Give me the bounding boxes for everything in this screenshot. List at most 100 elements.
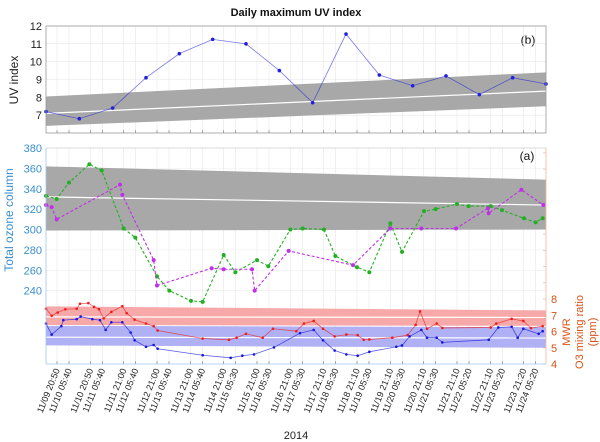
green-ozone-point — [121, 226, 126, 231]
blue-mwr-point — [104, 328, 107, 332]
blue-mwr-point — [144, 345, 148, 349]
x-axis-label: 2014 — [284, 430, 308, 442]
right-y-tick-label: 4 — [551, 359, 557, 371]
blue-mwr-point — [272, 346, 276, 349]
magenta-ozone-point — [286, 248, 291, 253]
red-mwr-point — [425, 327, 429, 331]
blue-mwr-point — [441, 341, 444, 344]
top-y-tick-label: 8 — [36, 92, 42, 104]
red-mwr-point — [244, 332, 248, 336]
ozone-mean-line — [45, 196, 547, 206]
left-y-tick-label: 320 — [24, 204, 42, 216]
magenta-ozone-point — [541, 203, 546, 208]
blue-mwr-point — [510, 325, 513, 329]
uv-point — [110, 106, 115, 110]
uv-band — [46, 72, 546, 126]
green-ozone-point — [266, 264, 271, 269]
blue-mwr-point — [312, 328, 315, 332]
blue-mwr-point — [333, 349, 336, 352]
green-ozone-point — [455, 202, 459, 207]
magenta-ozone-point — [486, 211, 491, 216]
right-y-axis-label-1: MWR — [561, 318, 573, 346]
green-ozone-point — [255, 258, 259, 263]
right-y-tick-label: 8 — [551, 294, 557, 306]
top-plot-frame — [45, 25, 547, 134]
green-ozone-point — [322, 227, 326, 232]
blue-mwr-point — [537, 332, 540, 336]
uv-point — [144, 75, 148, 80]
uv-point — [377, 73, 382, 77]
blue-mwr-point — [79, 315, 82, 318]
green-ozone-point — [99, 168, 104, 173]
green-ozone-point — [433, 207, 438, 212]
magenta-ozone-point — [351, 263, 355, 268]
blue-mwr-point — [408, 335, 411, 338]
red-mwr-point — [261, 336, 264, 339]
red-mwr-point — [495, 322, 498, 325]
red-mwr-point — [125, 311, 128, 315]
green-ozone-point — [533, 220, 538, 225]
magenta-ozone-point — [120, 192, 125, 197]
blue-mwr-point — [62, 318, 65, 322]
red-mwr-point — [92, 305, 96, 309]
green-ozone-point — [367, 270, 372, 275]
magenta-ozone-point — [250, 267, 254, 272]
uv-point — [510, 75, 515, 80]
uv-point — [277, 68, 282, 73]
magenta-ozone-point — [155, 283, 159, 288]
magenta-ozone-point — [118, 182, 122, 187]
red-mwr-point — [312, 319, 315, 323]
blue-mwr-point — [241, 354, 244, 358]
blue-mwr-point — [345, 353, 348, 356]
green-ozone-point — [200, 299, 205, 304]
uv-point — [410, 83, 415, 88]
red-mwr-point — [489, 326, 492, 329]
green-ozone-point — [355, 265, 359, 270]
blue-mwr-point — [425, 336, 429, 339]
uv-mean-line — [45, 90, 547, 114]
blue-mwr-point — [152, 343, 155, 347]
green-ozone-point — [522, 216, 526, 221]
right-y-tick-label: 6 — [551, 327, 557, 339]
left-y-tick-label: 300 — [24, 225, 42, 237]
red-mwr-point — [441, 326, 444, 330]
blue-mwr-point — [50, 333, 53, 336]
blue-mwr-point — [487, 338, 490, 342]
magenta-ozone-point — [49, 205, 54, 210]
red-mwr-point — [78, 302, 82, 306]
blue-mwr-point — [321, 338, 325, 342]
blue-mwr-point — [541, 329, 544, 333]
top-y-tick-label: 9 — [36, 75, 42, 87]
blue-mwr-point — [98, 318, 102, 322]
right-y-axis-label-2: O3 mixing ratio — [574, 295, 586, 369]
magenta-ozone-point — [454, 226, 458, 231]
red-mwr-point — [121, 304, 124, 308]
green-ozone-point — [87, 162, 92, 167]
green-ozone-point — [466, 204, 471, 209]
blue-mwr-point — [121, 320, 124, 324]
top-panel-label: (b) — [521, 33, 536, 47]
magenta-ozone-point — [419, 226, 424, 231]
uv-point — [210, 37, 215, 42]
red-mwr-point — [87, 301, 90, 305]
green-ozone-point — [221, 252, 226, 257]
magenta-ozone-point — [221, 267, 226, 272]
red-mwr-point — [391, 336, 394, 339]
magenta-ozone-point — [252, 288, 257, 293]
blue-mwr-point — [368, 350, 371, 354]
blue-mwr-point — [201, 353, 204, 357]
uv-point — [177, 51, 182, 56]
blue-mwr-point — [400, 344, 404, 347]
uv-point — [310, 100, 315, 105]
blue-mwr-point — [356, 354, 359, 358]
red-mwr-point — [406, 333, 409, 337]
blue-mwr-point — [395, 345, 398, 349]
left-y-tick-label: 380 — [24, 143, 42, 155]
red-mwr-point — [345, 333, 348, 336]
top-y-tick-label: 10 — [30, 57, 42, 69]
blue-mwr-point — [91, 317, 94, 321]
red-mwr-point — [435, 322, 438, 325]
green-ozone-point — [133, 235, 138, 240]
red-band — [46, 306, 546, 326]
